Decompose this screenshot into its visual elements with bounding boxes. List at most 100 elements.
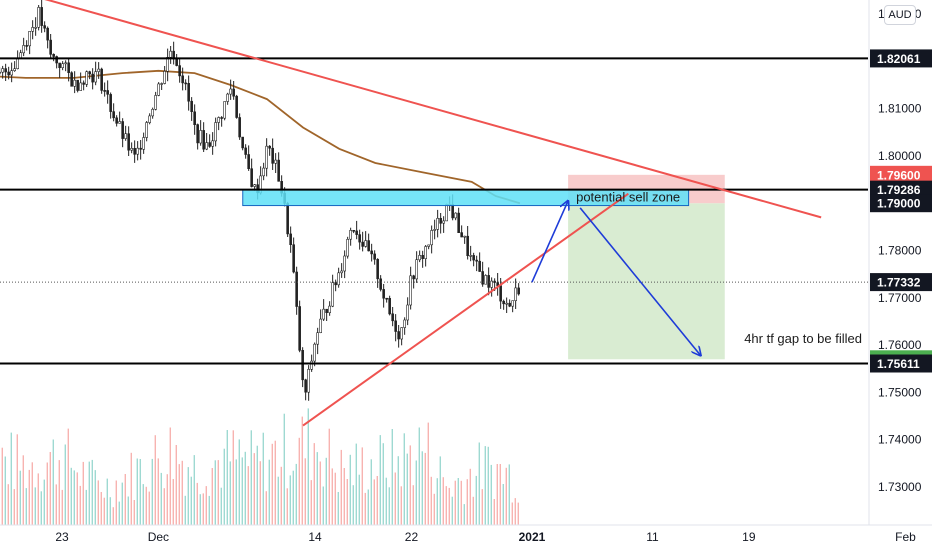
candle-body xyxy=(7,71,10,76)
volume-bar xyxy=(49,452,51,525)
volume-bar xyxy=(187,467,189,525)
candle-body xyxy=(271,147,274,164)
volume-bar xyxy=(412,485,414,525)
volume-bar xyxy=(322,486,324,525)
candle-body xyxy=(133,148,136,155)
volume-bar xyxy=(388,487,390,525)
volume-bar xyxy=(292,470,294,525)
currency-button[interactable]: AUD xyxy=(884,5,916,25)
volume-bar xyxy=(361,447,363,525)
candle-body xyxy=(307,368,310,393)
volume-bar xyxy=(370,459,372,525)
candle-body xyxy=(505,302,508,305)
volume-bar xyxy=(136,458,138,525)
candle-body xyxy=(382,289,385,299)
candle-body xyxy=(457,212,460,234)
price-label-text: 1.82061 xyxy=(877,52,921,66)
candle-body xyxy=(76,79,79,91)
candle-body xyxy=(103,90,106,92)
candle-body xyxy=(142,137,145,150)
volume-bar xyxy=(232,430,234,525)
candle-body xyxy=(466,235,469,256)
price-tick-label: 1.80000 xyxy=(878,149,922,163)
volume-bar xyxy=(7,484,9,525)
price-label-text: 1.79286 xyxy=(877,183,921,197)
candle-body xyxy=(121,121,124,139)
candle-body xyxy=(514,287,517,301)
candle-body xyxy=(397,331,400,340)
volume-bar xyxy=(25,488,27,525)
time-tick-label: 19 xyxy=(742,530,756,544)
candle-body xyxy=(400,327,403,340)
candle-body xyxy=(334,282,337,286)
volume-bar xyxy=(1,447,3,525)
candle-body xyxy=(154,95,157,110)
candle-body xyxy=(295,271,298,307)
price-tick-label: 1.76000 xyxy=(878,338,922,352)
volume-bar xyxy=(208,495,210,525)
candle-body xyxy=(211,140,214,147)
time-tick-label: Feb xyxy=(895,530,916,544)
candle-body xyxy=(379,278,382,290)
volume-bar xyxy=(499,464,501,525)
volume-bar xyxy=(286,488,288,525)
candle-body xyxy=(325,308,328,314)
candle-body xyxy=(319,318,322,334)
candle-body xyxy=(4,68,7,73)
volume-bar xyxy=(403,433,405,525)
candle-body xyxy=(217,117,220,123)
volume-bar xyxy=(130,452,132,525)
candle-body xyxy=(130,148,133,151)
candle-body xyxy=(442,220,445,224)
volume-bar xyxy=(427,422,429,525)
volume-bar xyxy=(181,460,183,525)
candle-body xyxy=(79,82,82,91)
volume-bar xyxy=(331,468,333,525)
candle-body xyxy=(427,244,430,247)
trendline xyxy=(44,0,822,219)
volume-bar xyxy=(460,480,462,525)
volume-bar xyxy=(52,439,54,525)
volume-bar xyxy=(367,489,369,525)
volume-bar xyxy=(274,440,276,525)
candle-body xyxy=(136,147,139,155)
volume-bar xyxy=(325,457,327,525)
candle-body xyxy=(475,259,478,262)
volume-bar xyxy=(241,457,243,525)
volume-bar xyxy=(253,453,255,525)
volume-bar xyxy=(139,459,141,525)
candle-body xyxy=(364,240,367,247)
candle-body xyxy=(451,204,454,219)
volume-bar xyxy=(76,472,78,525)
candle-body xyxy=(238,117,241,138)
volume-bar xyxy=(4,456,6,525)
candle-body xyxy=(439,218,442,224)
candle-body xyxy=(97,68,100,72)
volume-bar xyxy=(442,477,444,525)
price-tick-label: 1.74000 xyxy=(878,433,922,447)
candle-body xyxy=(91,73,94,83)
candle-body xyxy=(265,145,268,169)
volume-bar xyxy=(334,472,336,525)
candle-body xyxy=(478,260,481,272)
volume-bar xyxy=(250,430,252,525)
price-label-tag xyxy=(870,194,932,213)
volume-bar xyxy=(124,474,126,525)
candle-body xyxy=(73,79,76,87)
projection-arrow xyxy=(531,201,568,283)
volume-bar xyxy=(70,467,72,525)
price-label-tag xyxy=(870,49,932,68)
volume-bar xyxy=(313,443,315,525)
volume-bar xyxy=(256,445,258,525)
volume-bar xyxy=(310,480,312,525)
candle-body xyxy=(331,282,334,307)
volume-bar xyxy=(337,492,339,525)
candle-body xyxy=(262,167,265,177)
volume-bar xyxy=(112,507,114,525)
volume-bar xyxy=(46,462,48,525)
candle-body xyxy=(370,250,373,255)
candle-body xyxy=(34,26,37,29)
volume-bar xyxy=(235,459,237,525)
